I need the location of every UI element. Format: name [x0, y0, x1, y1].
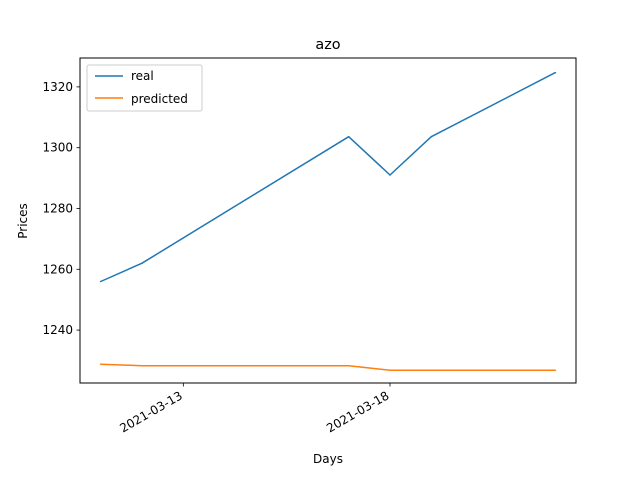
- y-tick-label-1320: 1320: [42, 80, 73, 94]
- series-line-real: [100, 71, 556, 283]
- data-point-real-5: [554, 71, 557, 74]
- chart-title: azo: [315, 37, 340, 53]
- data-point-real-1: [141, 262, 143, 264]
- legend-label-predicted: predicted: [131, 92, 188, 106]
- data-point-real-0: [99, 280, 102, 283]
- y-tick-label-1280: 1280: [42, 201, 73, 215]
- data-point-predicted-4: [430, 369, 433, 371]
- data-point-predicted-1: [141, 364, 143, 367]
- data-point-real-4: [430, 135, 433, 138]
- y-tick-label-1240: 1240: [42, 323, 73, 337]
- y-tick-label-1260: 1260: [42, 262, 73, 276]
- y-tick-label-1300: 1300: [42, 141, 73, 155]
- data-point-predicted-0: [99, 363, 102, 365]
- data-point-predicted-5: [554, 369, 557, 371]
- data-point-predicted-3: [389, 369, 391, 371]
- legend: real predicted: [86, 64, 203, 112]
- y-axis-label: Prices: [16, 203, 30, 239]
- x-axis-label: Days: [313, 452, 343, 466]
- data-point-real-2: [347, 135, 350, 138]
- data-point-predicted-2: [347, 364, 350, 367]
- data-point-real-3: [389, 174, 391, 176]
- series-line-predicted: [100, 363, 556, 371]
- series-layer: [99, 71, 557, 371]
- legend-label-real: real: [131, 69, 154, 83]
- plot-frame: [79, 57, 577, 384]
